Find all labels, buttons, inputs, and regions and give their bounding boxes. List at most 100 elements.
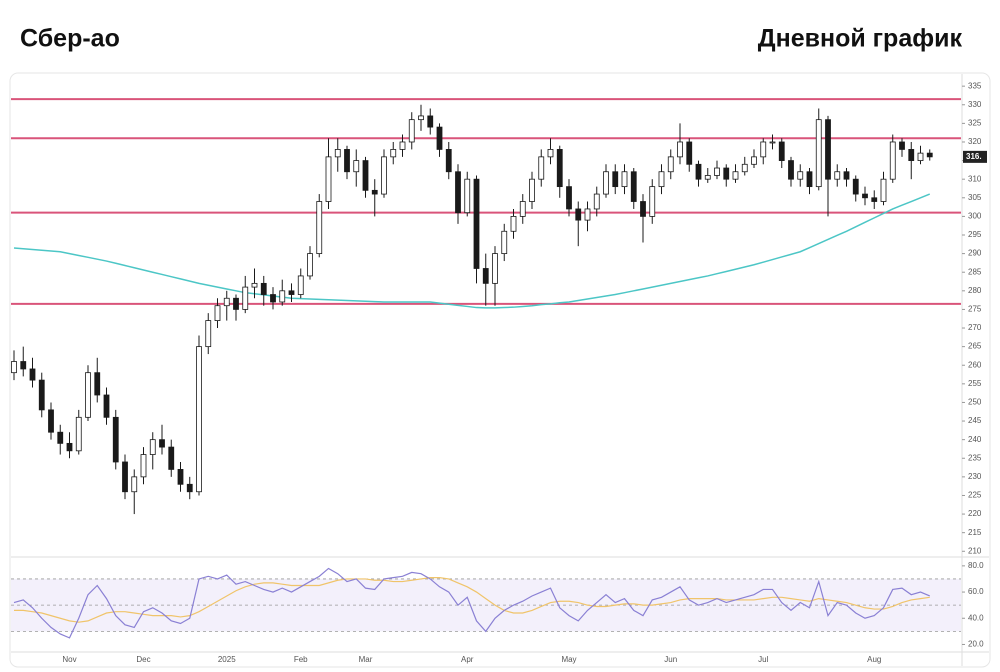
- y-tick-label: 280: [968, 286, 982, 295]
- candle-body: [538, 156, 545, 180]
- candle-body: [445, 149, 452, 173]
- candle-body: [344, 149, 350, 173]
- y-tick-label: 265: [968, 342, 982, 351]
- candle-body: [473, 178, 480, 269]
- candle-body: [140, 454, 147, 478]
- candle-body: [112, 416, 119, 463]
- candle-body: [603, 171, 609, 195]
- candle-body: [75, 416, 82, 452]
- candle-body: [381, 156, 387, 195]
- y-tick-label: 245: [968, 416, 982, 425]
- y-tick-label: 320: [968, 137, 982, 146]
- candle-body: [418, 115, 424, 121]
- candle-body: [640, 201, 646, 217]
- last-price-label: 316.: [966, 152, 982, 161]
- candle-body: [38, 379, 45, 411]
- y-tick-label: 290: [968, 249, 982, 258]
- candle-body: [408, 119, 415, 143]
- candle-body: [843, 171, 850, 180]
- candle-body: [704, 175, 711, 180]
- candle-body: [769, 141, 776, 144]
- candle-body: [353, 160, 360, 173]
- y-tick-label: 275: [968, 305, 982, 314]
- candle-body: [122, 461, 128, 493]
- candle-body: [196, 346, 202, 493]
- candle-body: [556, 149, 563, 188]
- candle-body: [593, 193, 600, 210]
- candle-body: [279, 290, 286, 303]
- x-tick-label: May: [561, 655, 576, 664]
- y-tick-label: 235: [968, 453, 982, 462]
- y-tick-label: 60.0: [968, 587, 984, 596]
- candle-body: [214, 305, 221, 321]
- candle-body: [399, 141, 406, 150]
- candle-body: [371, 189, 378, 195]
- candle-body: [307, 253, 313, 277]
- candle-body: [510, 215, 517, 232]
- candle-body: [103, 394, 110, 418]
- candle-body: [852, 178, 859, 195]
- y-tick-label: 270: [968, 323, 982, 332]
- candle-body: [177, 469, 184, 485]
- candle-body: [751, 156, 757, 165]
- candle-body: [390, 149, 397, 158]
- rsi-line: [14, 577, 930, 623]
- candle-body: [899, 141, 905, 150]
- candle-body: [575, 208, 582, 221]
- candle-body: [714, 167, 720, 176]
- y-tick-label: 285: [968, 267, 982, 276]
- y-tick-label: 210: [968, 546, 982, 555]
- y-tick-label: 240: [968, 435, 982, 444]
- candle-body: [612, 171, 619, 188]
- last-price-tag: [963, 150, 987, 163]
- y-tick-label: 260: [968, 360, 982, 369]
- candle-body: [880, 178, 887, 202]
- candle-body: [788, 160, 794, 180]
- candle-body: [778, 141, 785, 161]
- x-tick-label: Jul: [758, 655, 768, 664]
- period-title: Дневной график: [758, 25, 963, 53]
- y-tick-label: 40.0: [968, 613, 984, 622]
- candle-body: [732, 171, 739, 180]
- ticker-title: Сбер-ао: [20, 25, 120, 53]
- candle-body: [584, 208, 591, 221]
- x-tick-label: Jun: [664, 655, 677, 664]
- candle-body: [85, 372, 91, 418]
- candle-body: [519, 201, 526, 217]
- y-tick-label: 330: [968, 100, 982, 109]
- candle-body: [205, 320, 212, 348]
- candle-body: [686, 141, 693, 165]
- candle-body: [797, 171, 804, 180]
- candle-body: [260, 282, 267, 295]
- candle-body: [325, 156, 332, 202]
- candle-body: [806, 171, 813, 188]
- candle-body: [621, 171, 628, 188]
- y-tick-label: 255: [968, 379, 982, 388]
- candle-body: [362, 160, 369, 191]
- candle-body: [723, 167, 730, 180]
- candle-body: [492, 253, 498, 284]
- candle-body: [464, 178, 471, 214]
- candle-body: [149, 439, 156, 455]
- y-tick-label: 230: [968, 472, 982, 481]
- candle-body: [649, 186, 656, 217]
- panel-frame: [9, 72, 991, 668]
- candle-body: [186, 483, 193, 493]
- candle-body: [529, 178, 535, 202]
- candle-body: [917, 152, 924, 161]
- candle-body: [667, 156, 674, 173]
- candle-body: [566, 186, 572, 210]
- candle-body: [871, 197, 878, 202]
- candle-body: [168, 446, 175, 470]
- candle-body: [436, 126, 443, 150]
- candle-body: [825, 119, 831, 180]
- candle-body: [334, 149, 341, 158]
- x-tick-label: Feb: [294, 655, 308, 664]
- y-tick-label: 300: [968, 212, 982, 221]
- candle-body: [908, 149, 915, 161]
- moving-average: [13, 193, 931, 309]
- x-tick-label: Nov: [62, 655, 76, 664]
- candle-body: [297, 275, 304, 295]
- candle-body: [834, 171, 841, 180]
